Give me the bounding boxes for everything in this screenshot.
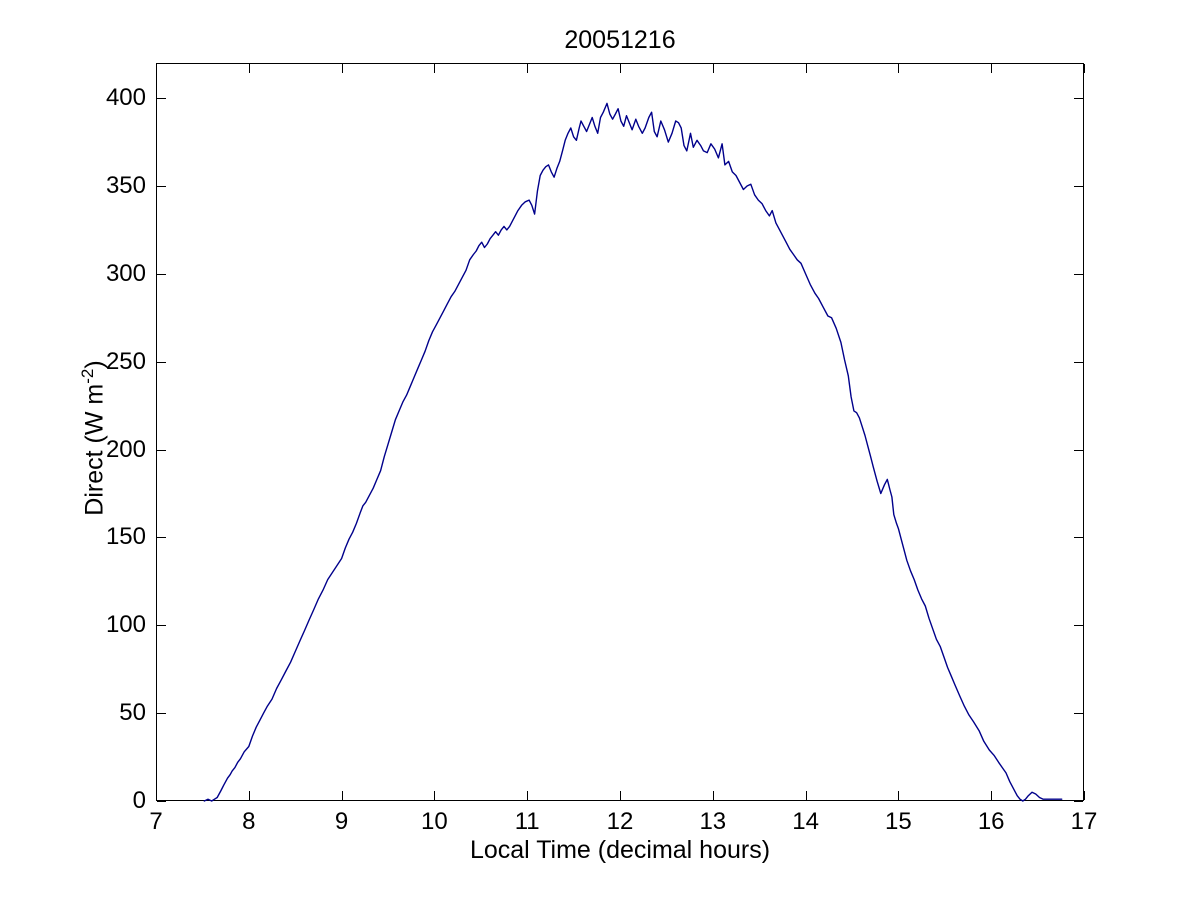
y-tick-label: 100 — [105, 611, 146, 639]
irradiance-curve — [203, 102, 1063, 802]
chart-title: 20051216 — [564, 26, 676, 54]
x-tick-label: 8 — [242, 808, 256, 835]
x-tick-label: 14 — [792, 808, 819, 835]
y-tick-label: 250 — [105, 347, 146, 375]
plot-area — [156, 63, 1085, 802]
y-tick-label: 200 — [105, 435, 146, 463]
y-tick-label: 350 — [105, 172, 146, 199]
y-tick-label: 400 — [105, 84, 146, 112]
x-tick-label: 17 — [1070, 808, 1098, 835]
y-tick-label: 300 — [105, 259, 146, 287]
x-tick-label: 7 — [149, 808, 163, 835]
x-tick-label: 11 — [514, 808, 540, 835]
y-tick-label: 50 — [119, 699, 146, 727]
x-tick-label: 9 — [334, 808, 349, 835]
axis-box — [156, 63, 1084, 801]
x-tick-label: 13 — [699, 808, 727, 835]
y-tick-label: 0 — [132, 787, 146, 814]
x-tick-label: 10 — [421, 808, 448, 835]
x-tick-label: 16 — [977, 808, 1005, 835]
x-tick-label: 12 — [606, 808, 634, 835]
x-axis-label: Local Time (decimal hours) — [469, 836, 771, 864]
x-tick-label: 15 — [885, 808, 912, 835]
y-tick-label: 150 — [105, 523, 146, 551]
plot-svg — [156, 63, 1085, 802]
